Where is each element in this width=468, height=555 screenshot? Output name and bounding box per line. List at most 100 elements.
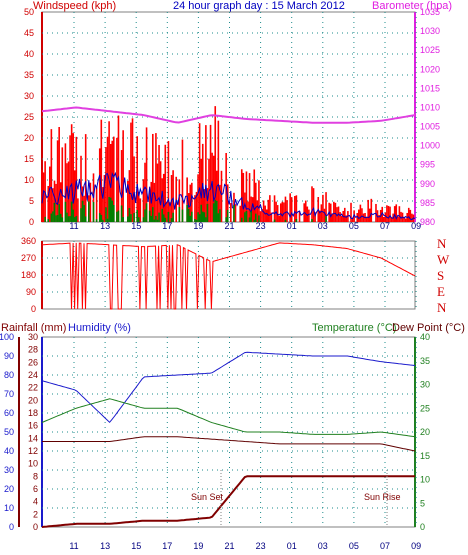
baro-y-tick: 1025 bbox=[420, 45, 440, 55]
wind-average-series bbox=[41, 171, 416, 221]
humidity-y-tick: 60 bbox=[4, 408, 14, 418]
wind-y-tick: 5 bbox=[29, 196, 34, 206]
temp-x-tick: 01 bbox=[287, 541, 297, 551]
baro-y-tick: 1015 bbox=[420, 83, 440, 93]
rain-y-tick: 14 bbox=[28, 433, 38, 443]
wind-x-tick: 11 bbox=[69, 221, 78, 231]
rain-y-tick: 22 bbox=[28, 383, 38, 393]
temp-x-tick: 03 bbox=[318, 541, 328, 551]
temp-x-tick: 07 bbox=[380, 541, 390, 551]
rain-y-tick: 30 bbox=[28, 332, 38, 342]
wind-x-tick: 05 bbox=[349, 221, 359, 231]
rain-y-tick: 4 bbox=[33, 497, 38, 507]
temp-y-tick: 40 bbox=[420, 332, 430, 342]
baro-y-tick: 1010 bbox=[420, 102, 440, 112]
temp-x-tick: 13 bbox=[100, 541, 110, 551]
temp-x-tick: 09 bbox=[411, 541, 421, 551]
wind-y-tick: 50 bbox=[24, 7, 34, 17]
temp-x-tick: 15 bbox=[131, 541, 141, 551]
wind-x-tick: 19 bbox=[193, 221, 203, 231]
barometer-line bbox=[41, 106, 416, 124]
direction-line bbox=[41, 242, 416, 310]
humidity-y-tick: 40 bbox=[4, 446, 14, 456]
humidity-y-tick: 100 bbox=[0, 332, 14, 342]
wind-x-tick: 09 bbox=[411, 221, 421, 231]
rain-y-tick: 0 bbox=[33, 522, 38, 532]
wind-y-tick: 35 bbox=[24, 70, 34, 80]
rain-y-tick: 18 bbox=[28, 408, 38, 418]
dir-compass-label: N bbox=[437, 236, 447, 251]
baro-y-tick: 985 bbox=[420, 198, 435, 208]
temp-x-tick: 23 bbox=[256, 541, 266, 551]
temp-x-tick: 17 bbox=[162, 541, 172, 551]
rain-y-tick: 28 bbox=[28, 345, 38, 355]
graph-title: 24 hour graph day : 15 March 2012 bbox=[173, 0, 345, 12]
rain-y-tick: 8 bbox=[33, 471, 38, 481]
dewpoint-title: Dew Point (°C) bbox=[392, 322, 465, 334]
dir-compass-label: E bbox=[437, 284, 445, 299]
humidity-y-tick: 30 bbox=[4, 465, 14, 475]
dir-y-tick: 180 bbox=[21, 270, 36, 280]
humidity-y-tick: 10 bbox=[4, 503, 14, 513]
wind-x-tick: 07 bbox=[380, 221, 390, 231]
wind-y-tick: 10 bbox=[24, 175, 34, 185]
wind-average-line bbox=[41, 171, 416, 221]
rain-y-tick: 26 bbox=[28, 357, 38, 367]
temp-y-tick: 20 bbox=[420, 427, 430, 437]
wind-y-tick: 40 bbox=[24, 49, 34, 59]
dir-compass-label: S bbox=[437, 268, 444, 283]
wind-y-tick: 15 bbox=[24, 154, 34, 164]
wind-x-tick: 17 bbox=[162, 221, 172, 231]
temp-y-tick: 0 bbox=[420, 522, 425, 532]
rain-y-tick: 12 bbox=[28, 446, 38, 456]
rain-y-tick: 10 bbox=[28, 459, 38, 469]
rainfall-line bbox=[41, 475, 415, 528]
dir-y-tick: 0 bbox=[31, 304, 36, 314]
wind-y-tick: 20 bbox=[24, 133, 34, 143]
temperature-title: Temperature (°C) bbox=[312, 322, 396, 334]
wind-y-tick: 45 bbox=[24, 28, 34, 38]
baro-y-tick: 995 bbox=[420, 160, 435, 170]
baro-y-tick: 1005 bbox=[420, 122, 440, 132]
temp-grid bbox=[42, 337, 417, 527]
rain-y-tick: 2 bbox=[33, 509, 38, 519]
wind-low-series bbox=[44, 196, 327, 222]
wind-title: Windspeed (kph) bbox=[33, 0, 116, 12]
wind-x-tick: 03 bbox=[318, 221, 328, 231]
temperature-line bbox=[41, 398, 416, 438]
wind-x-tick: 01 bbox=[287, 221, 297, 231]
humidity-y-tick: 70 bbox=[4, 389, 14, 399]
baro-y-tick: 1000 bbox=[420, 141, 440, 151]
baro-y-tick: 990 bbox=[420, 179, 435, 189]
baro-y-tick: 980 bbox=[420, 217, 435, 227]
humidity-y-tick: 80 bbox=[4, 370, 14, 380]
wind-y-tick: 30 bbox=[24, 91, 34, 101]
dir-y-tick: 270 bbox=[21, 253, 36, 263]
rain-y-tick: 6 bbox=[33, 484, 38, 494]
wind-x-tick: 13 bbox=[100, 221, 110, 231]
humidity-y-tick: 0 bbox=[9, 522, 14, 532]
temp-y-tick: 10 bbox=[420, 475, 430, 485]
baro-y-tick: 1035 bbox=[420, 7, 440, 17]
sunset-label: Sun Set bbox=[191, 492, 224, 502]
dir-y-tick: 90 bbox=[26, 287, 36, 297]
wind-y-tick: 0 bbox=[29, 217, 34, 227]
temp-x-tick: 11 bbox=[69, 541, 78, 551]
dewpoint-line bbox=[42, 436, 416, 452]
sunrise-label: Sun Rise bbox=[364, 492, 401, 502]
dir-compass-label: W bbox=[437, 252, 450, 267]
barometer-title: Barometer (hpa) bbox=[372, 0, 452, 12]
wind-x-tick: 23 bbox=[256, 221, 266, 231]
direction-grid bbox=[42, 241, 417, 309]
temp-y-tick: 35 bbox=[420, 356, 430, 366]
wind-x-tick: 21 bbox=[224, 221, 234, 231]
wind-y-tick: 25 bbox=[24, 112, 34, 122]
rain-y-tick: 16 bbox=[28, 421, 38, 431]
temp-x-tick: 05 bbox=[349, 541, 359, 551]
dir-compass-label: N bbox=[437, 300, 447, 315]
humidity-line bbox=[41, 351, 416, 424]
humidity-y-tick: 50 bbox=[4, 427, 14, 437]
